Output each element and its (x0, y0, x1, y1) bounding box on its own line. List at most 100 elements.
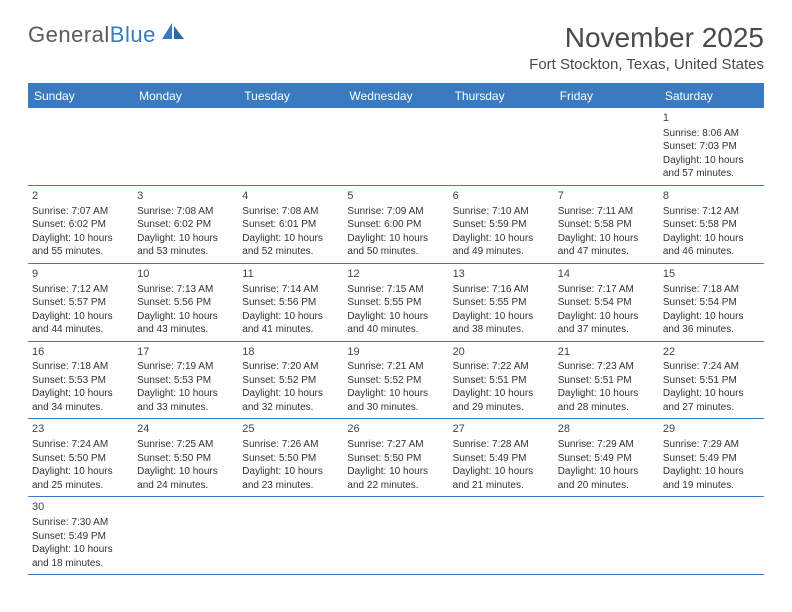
day-number: 11 (242, 267, 339, 282)
day-day1-text: Daylight: 10 hours (663, 387, 760, 401)
day-sunrise-text: Sunrise: 7:21 AM (347, 360, 444, 374)
day-number: 7 (558, 189, 655, 204)
day-cell: 16Sunrise: 7:18 AMSunset: 5:53 PMDayligh… (28, 342, 133, 419)
day-number: 12 (347, 267, 444, 282)
day-day1-text: Daylight: 10 hours (137, 387, 234, 401)
day-number: 20 (453, 345, 550, 360)
week-row: 1Sunrise: 8:06 AMSunset: 7:03 PMDaylight… (28, 108, 764, 186)
day-number: 10 (137, 267, 234, 282)
day-sunrise-text: Sunrise: 7:17 AM (558, 283, 655, 297)
day-day2-text: and 43 minutes. (137, 323, 234, 337)
day-day1-text: Daylight: 10 hours (453, 232, 550, 246)
empty-cell (28, 108, 133, 185)
day-number: 14 (558, 267, 655, 282)
empty-cell (238, 108, 343, 185)
weekday-header: Sunday (28, 85, 133, 108)
day-day2-text: and 20 minutes. (558, 479, 655, 493)
calendar-table: Sunday Monday Tuesday Wednesday Thursday… (28, 83, 764, 575)
day-cell: 23Sunrise: 7:24 AMSunset: 5:50 PMDayligh… (28, 419, 133, 496)
day-sunset-text: Sunset: 5:58 PM (558, 218, 655, 232)
day-day2-text: and 50 minutes. (347, 245, 444, 259)
day-cell: 3Sunrise: 7:08 AMSunset: 6:02 PMDaylight… (133, 186, 238, 263)
day-day2-text: and 55 minutes. (32, 245, 129, 259)
day-sunset-text: Sunset: 5:49 PM (32, 530, 129, 544)
day-day2-text: and 44 minutes. (32, 323, 129, 337)
day-day1-text: Daylight: 10 hours (347, 387, 444, 401)
day-day2-text: and 27 minutes. (663, 401, 760, 415)
day-day1-text: Daylight: 10 hours (347, 232, 444, 246)
day-sunrise-text: Sunrise: 7:26 AM (242, 438, 339, 452)
day-cell: 11Sunrise: 7:14 AMSunset: 5:56 PMDayligh… (238, 264, 343, 341)
day-number: 16 (32, 345, 129, 360)
day-day1-text: Daylight: 10 hours (663, 232, 760, 246)
day-day2-text: and 57 minutes. (663, 167, 760, 181)
day-sunrise-text: Sunrise: 7:18 AM (663, 283, 760, 297)
day-sunset-text: Sunset: 5:53 PM (32, 374, 129, 388)
day-cell: 8Sunrise: 7:12 AMSunset: 5:58 PMDaylight… (659, 186, 764, 263)
day-sunset-text: Sunset: 5:55 PM (453, 296, 550, 310)
day-sunset-text: Sunset: 5:54 PM (663, 296, 760, 310)
day-sunrise-text: Sunrise: 7:29 AM (558, 438, 655, 452)
empty-cell (659, 497, 764, 574)
empty-cell (449, 497, 554, 574)
empty-cell (554, 108, 659, 185)
day-sunset-text: Sunset: 5:59 PM (453, 218, 550, 232)
day-day1-text: Daylight: 10 hours (453, 387, 550, 401)
day-sunrise-text: Sunrise: 7:11 AM (558, 205, 655, 219)
day-day1-text: Daylight: 10 hours (32, 310, 129, 324)
day-sunrise-text: Sunrise: 7:25 AM (137, 438, 234, 452)
day-number: 24 (137, 422, 234, 437)
day-cell: 24Sunrise: 7:25 AMSunset: 5:50 PMDayligh… (133, 419, 238, 496)
day-number: 27 (453, 422, 550, 437)
title-block: November 2025 Fort Stockton, Texas, Unit… (529, 22, 764, 73)
page-header: GeneralBlue November 2025 Fort Stockton,… (28, 22, 764, 73)
day-day2-text: and 38 minutes. (453, 323, 550, 337)
week-row: 2Sunrise: 7:07 AMSunset: 6:02 PMDaylight… (28, 186, 764, 264)
day-cell: 22Sunrise: 7:24 AMSunset: 5:51 PMDayligh… (659, 342, 764, 419)
day-day2-text: and 30 minutes. (347, 401, 444, 415)
logo-text-1: General (28, 22, 110, 48)
day-sunrise-text: Sunrise: 7:20 AM (242, 360, 339, 374)
day-sunrise-text: Sunrise: 7:13 AM (137, 283, 234, 297)
day-number: 23 (32, 422, 129, 437)
day-sunset-text: Sunset: 6:00 PM (347, 218, 444, 232)
sail-icon (160, 21, 186, 47)
day-sunrise-text: Sunrise: 7:07 AM (32, 205, 129, 219)
location-subtitle: Fort Stockton, Texas, United States (529, 56, 764, 73)
day-cell: 30Sunrise: 7:30 AMSunset: 5:49 PMDayligh… (28, 497, 133, 574)
day-cell: 9Sunrise: 7:12 AMSunset: 5:57 PMDaylight… (28, 264, 133, 341)
day-day1-text: Daylight: 10 hours (663, 465, 760, 479)
day-cell: 29Sunrise: 7:29 AMSunset: 5:49 PMDayligh… (659, 419, 764, 496)
day-sunrise-text: Sunrise: 7:24 AM (663, 360, 760, 374)
day-number: 21 (558, 345, 655, 360)
day-cell: 4Sunrise: 7:08 AMSunset: 6:01 PMDaylight… (238, 186, 343, 263)
day-sunrise-text: Sunrise: 7:29 AM (663, 438, 760, 452)
week-row: 9Sunrise: 7:12 AMSunset: 5:57 PMDaylight… (28, 264, 764, 342)
day-day1-text: Daylight: 10 hours (137, 310, 234, 324)
day-sunset-text: Sunset: 5:52 PM (242, 374, 339, 388)
day-sunrise-text: Sunrise: 7:22 AM (453, 360, 550, 374)
day-number: 19 (347, 345, 444, 360)
day-sunset-text: Sunset: 7:03 PM (663, 140, 760, 154)
day-day2-text: and 19 minutes. (663, 479, 760, 493)
day-day1-text: Daylight: 10 hours (558, 232, 655, 246)
day-number: 6 (453, 189, 550, 204)
day-day2-text: and 28 minutes. (558, 401, 655, 415)
day-day2-text: and 47 minutes. (558, 245, 655, 259)
empty-cell (449, 108, 554, 185)
week-row: 30Sunrise: 7:30 AMSunset: 5:49 PMDayligh… (28, 497, 764, 575)
weekday-header: Thursday (449, 85, 554, 108)
day-number: 13 (453, 267, 550, 282)
day-sunrise-text: Sunrise: 7:23 AM (558, 360, 655, 374)
day-number: 2 (32, 189, 129, 204)
day-number: 9 (32, 267, 129, 282)
day-day2-text: and 32 minutes. (242, 401, 339, 415)
day-cell: 28Sunrise: 7:29 AMSunset: 5:49 PMDayligh… (554, 419, 659, 496)
day-cell: 5Sunrise: 7:09 AMSunset: 6:00 PMDaylight… (343, 186, 448, 263)
day-day1-text: Daylight: 10 hours (558, 310, 655, 324)
weekday-header: Tuesday (238, 85, 343, 108)
day-sunrise-text: Sunrise: 7:24 AM (32, 438, 129, 452)
day-cell: 13Sunrise: 7:16 AMSunset: 5:55 PMDayligh… (449, 264, 554, 341)
day-day2-text: and 24 minutes. (137, 479, 234, 493)
day-day1-text: Daylight: 10 hours (558, 387, 655, 401)
